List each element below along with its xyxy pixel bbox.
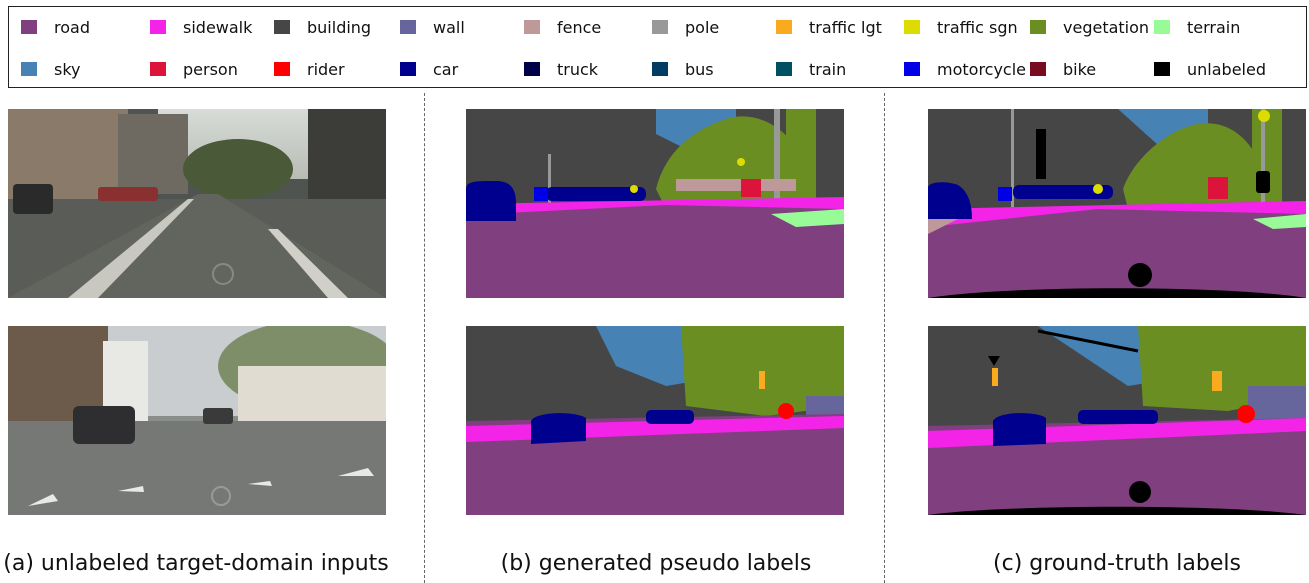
legend-swatch bbox=[524, 62, 540, 76]
input-image-bottom bbox=[8, 326, 386, 515]
legend-item: bike bbox=[1030, 59, 1096, 79]
column-divider-left bbox=[424, 93, 425, 583]
legend-item: terrain bbox=[1154, 17, 1240, 37]
legend-label: traffic lgt bbox=[809, 17, 882, 37]
legend-label: fence bbox=[557, 17, 602, 37]
legend-item: building bbox=[274, 17, 371, 37]
legend-swatch bbox=[1030, 20, 1046, 34]
legend-label: wall bbox=[433, 17, 465, 37]
legend-swatch bbox=[400, 20, 416, 34]
caption-ground-truth: (c) ground-truth labels bbox=[993, 551, 1241, 576]
legend-item: train bbox=[776, 59, 846, 79]
legend-label: road bbox=[54, 17, 90, 37]
legend-label: motorcycle bbox=[937, 59, 1027, 79]
legend-item: vegetation bbox=[1030, 17, 1149, 37]
legend-label: truck bbox=[557, 59, 599, 79]
legend-label: bus bbox=[685, 59, 714, 79]
legend-label: vegetation bbox=[1063, 17, 1150, 37]
legend-label: pole bbox=[685, 17, 720, 37]
pseudo-label-bottom bbox=[466, 326, 844, 515]
legend-swatch bbox=[274, 62, 290, 76]
legend-label: building bbox=[307, 17, 372, 37]
legend-item: motorcycle bbox=[904, 59, 1026, 79]
legend-swatch bbox=[524, 20, 540, 34]
legend-label: rider bbox=[307, 59, 345, 79]
legend-swatch bbox=[1154, 62, 1170, 76]
legend-item: bus bbox=[652, 59, 714, 79]
legend-swatch bbox=[274, 20, 290, 34]
legend-item: person bbox=[150, 59, 238, 79]
legend-label: unlabeled bbox=[1187, 59, 1266, 79]
pseudo-label-top bbox=[466, 109, 844, 298]
legend-swatch bbox=[21, 62, 37, 76]
legend-item: truck bbox=[524, 59, 598, 79]
legend-item: traffic lgt bbox=[776, 17, 882, 37]
legend-label: sky bbox=[54, 59, 81, 79]
column-divider-right bbox=[884, 93, 885, 583]
legend-item: pole bbox=[652, 17, 719, 37]
legend-swatch bbox=[150, 62, 166, 76]
ground-truth-top bbox=[928, 109, 1306, 298]
legend-swatch bbox=[904, 62, 920, 76]
legend-item: sky bbox=[21, 59, 81, 79]
legend-item: fence bbox=[524, 17, 601, 37]
legend-label: train bbox=[809, 59, 847, 79]
legend-label: bike bbox=[1063, 59, 1097, 79]
legend-swatch bbox=[400, 62, 416, 76]
legend-swatch bbox=[776, 20, 792, 34]
caption-pseudo-labels: (b) generated pseudo labels bbox=[500, 551, 812, 576]
legend-item: traffic sgn bbox=[904, 17, 1018, 37]
class-legend: road sidewalk building wall fence pole traffic… bbox=[8, 6, 1307, 88]
legend-item: unlabeled bbox=[1154, 59, 1266, 79]
legend-item: road bbox=[21, 17, 90, 37]
legend-swatch bbox=[1154, 20, 1170, 34]
legend-label: person bbox=[183, 59, 238, 79]
legend-label: traffic sgn bbox=[937, 17, 1018, 37]
input-image-top bbox=[8, 109, 386, 298]
legend-swatch bbox=[904, 20, 920, 34]
legend-item: sidewalk bbox=[150, 17, 252, 37]
legend-item: rider bbox=[274, 59, 345, 79]
legend-item: car bbox=[400, 59, 458, 79]
caption-input-images: (a) unlabeled target-domain inputs bbox=[3, 551, 389, 576]
legend-swatch bbox=[652, 20, 668, 34]
ground-truth-bottom bbox=[928, 326, 1306, 515]
legend-swatch bbox=[776, 62, 792, 76]
legend-swatch bbox=[21, 20, 37, 34]
legend-label: car bbox=[433, 59, 459, 79]
legend-swatch bbox=[150, 20, 166, 34]
legend-label: terrain bbox=[1187, 17, 1241, 37]
legend-item: wall bbox=[400, 17, 465, 37]
legend-label: sidewalk bbox=[183, 17, 253, 37]
legend-swatch bbox=[1030, 62, 1046, 76]
legend-swatch bbox=[652, 62, 668, 76]
